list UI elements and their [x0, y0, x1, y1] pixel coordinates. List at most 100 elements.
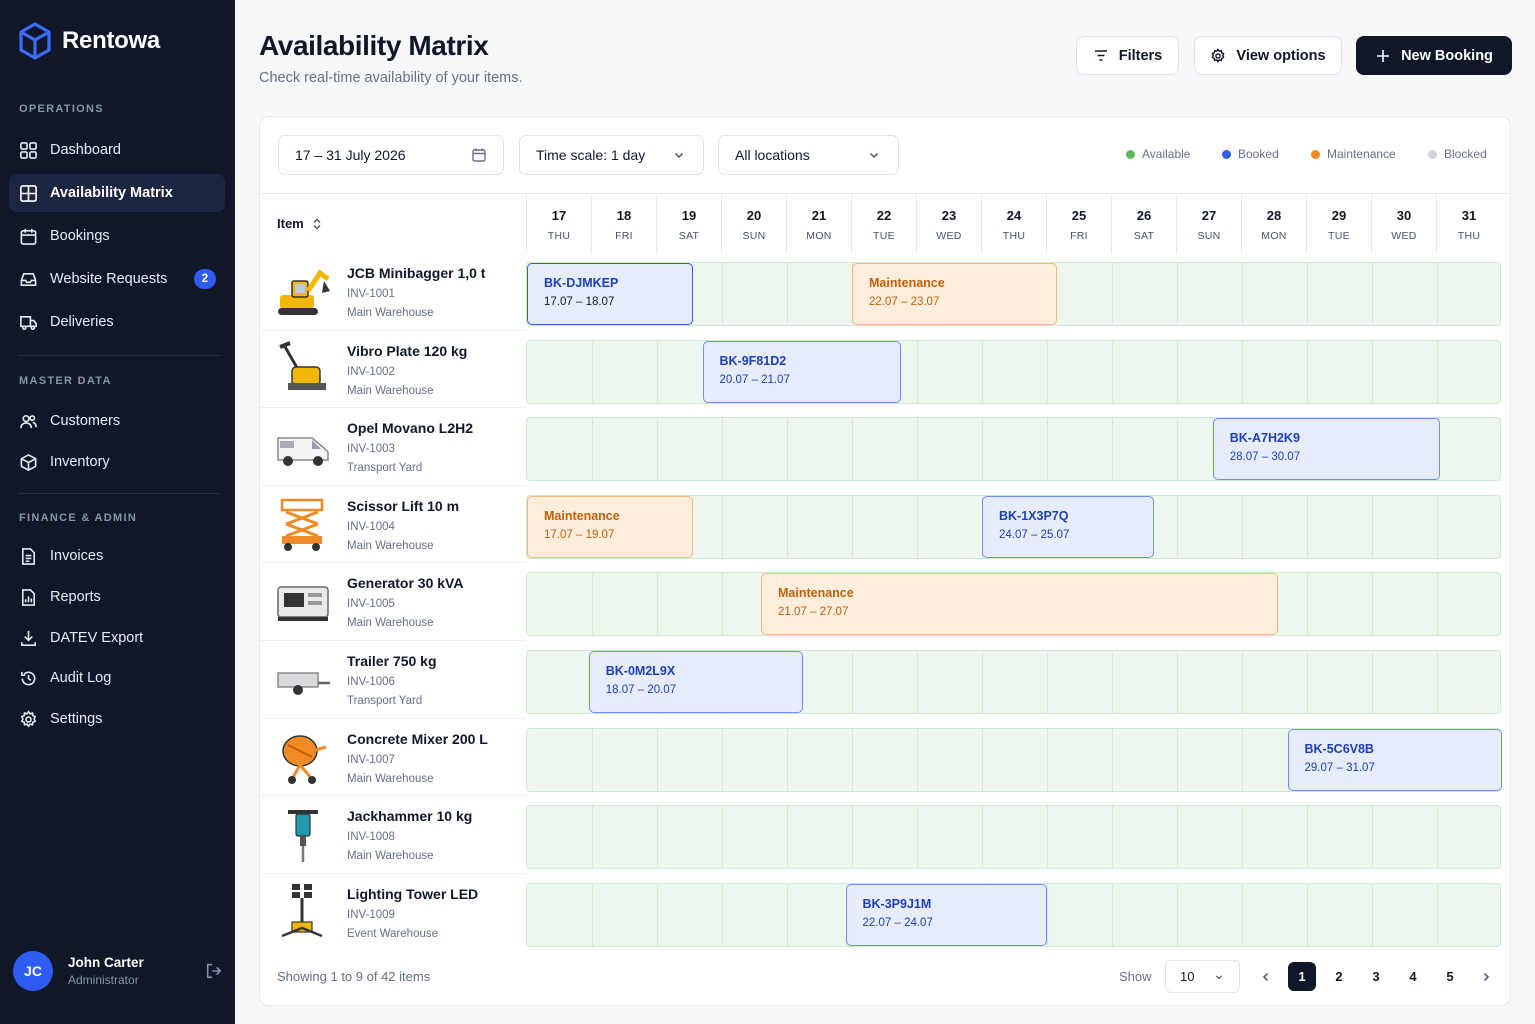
- sidebar-divider: [18, 355, 220, 356]
- item-inventory-number: INV-1001: [347, 288, 395, 300]
- day-gridline: [787, 806, 788, 869]
- bar-dates: 29.07 – 31.07: [1304, 761, 1375, 774]
- page-button-4[interactable]: 4: [1409, 969, 1417, 984]
- page-subtitle: Check real-time availability of your ite…: [259, 70, 523, 86]
- date-range-picker[interactable]: 17 – 31 July 2026: [278, 135, 504, 175]
- sidebar-divider: [18, 493, 220, 494]
- page-size-label: Show: [1119, 969, 1152, 984]
- bar-title: BK-3P9J1M: [862, 896, 932, 911]
- filters-button[interactable]: Filters: [1076, 36, 1179, 75]
- availability-lane[interactable]: BK-0M2L9X 18.07 – 20.07: [526, 650, 1501, 714]
- sidebar-item-settings[interactable]: Settings: [9, 700, 225, 738]
- maintenance-bar[interactable]: Maintenance 22.07 – 23.07: [852, 263, 1057, 325]
- item-row[interactable]: Concrete Mixer 200 L INV-1007 Main Warehou…: [274, 719, 524, 795]
- availability-lane[interactable]: [526, 805, 1501, 870]
- booking-bar[interactable]: BK-3P9J1M 22.07 – 24.07: [845, 883, 1047, 946]
- time-scale-select[interactable]: Time scale: 1 day: [519, 135, 704, 175]
- day-gridline: [917, 340, 918, 403]
- booking-bar[interactable]: BK-1X3P7Q 24.07 – 25.07: [982, 495, 1155, 558]
- bar-title: Maintenance: [544, 508, 620, 523]
- booking-bar[interactable]: BK-0M2L9X 18.07 – 20.07: [588, 651, 804, 713]
- bar-dates: 22.07 – 23.07: [869, 296, 940, 308]
- booking-bar[interactable]: BK-9F81D2 20.07 – 21.07: [702, 340, 901, 403]
- availability-lane[interactable]: BK-9F81D2 20.07 – 21.07: [526, 339, 1501, 404]
- day-gridline: [787, 728, 788, 791]
- day-gridline: [592, 418, 593, 481]
- sidebar-item-availability-matrix[interactable]: Availability Matrix: [9, 174, 225, 212]
- item-row[interactable]: Scissor Lift 10 m INV-1004 Main Warehouse: [274, 486, 524, 562]
- day-gridline: [722, 263, 723, 325]
- item-row[interactable]: Jackhammer 10 kg INV-1008 Main Warehouse: [274, 796, 524, 872]
- prev-page-button[interactable]: [1252, 962, 1280, 991]
- booking-bar[interactable]: BK-DJMKEP 17.07 – 18.07: [527, 263, 693, 325]
- item-header-label: Item: [277, 216, 304, 231]
- sidebar-item-website-requests[interactable]: Website Requests 2: [9, 260, 225, 298]
- maintenance-bar[interactable]: Maintenance 17.07 – 19.07: [527, 495, 693, 558]
- sidebar-item-inventory[interactable]: Inventory: [9, 443, 225, 481]
- sidebar-item-dashboard[interactable]: Dashboard: [9, 131, 225, 169]
- item-row[interactable]: Lighting Tower LED INV-1009 Event Warehous…: [274, 874, 524, 950]
- day-gridline: [1112, 883, 1113, 946]
- brand[interactable]: Rentowa: [18, 22, 160, 60]
- new-booking-button[interactable]: New Booking: [1356, 36, 1512, 75]
- sidebar-item-invoices[interactable]: Invoices: [9, 537, 225, 575]
- booking-bar[interactable]: BK-A7H2K9 28.07 – 30.07: [1212, 418, 1441, 481]
- day-gridline: [657, 573, 658, 636]
- day-gridline: [982, 728, 983, 791]
- sidebar-item-audit-log[interactable]: Audit Log: [9, 659, 225, 697]
- item-column-header[interactable]: Item: [277, 216, 322, 231]
- day-column-header: 17 THU: [526, 193, 591, 253]
- day-column-header: 26 SAT: [1111, 193, 1176, 253]
- sidebar-item-label: Settings: [50, 711, 103, 727]
- day-gridline: [1437, 495, 1438, 558]
- item-row[interactable]: Vibro Plate 120 kg INV-1002 Main Warehouse: [274, 331, 524, 407]
- item-row[interactable]: Opel Movano L2H2 INV-1003 Transport Yard: [274, 408, 524, 484]
- day-column-header: 24 THU: [981, 193, 1046, 253]
- weekday-label: WED: [1391, 230, 1417, 242]
- day-column-header: 21 MON: [786, 193, 851, 253]
- maintenance-bar[interactable]: Maintenance 21.07 – 27.07: [761, 573, 1278, 636]
- item-row[interactable]: Trailer 750 kg INV-1006 Transport Yard: [274, 641, 524, 717]
- page-button-1[interactable]: 1: [1288, 962, 1316, 991]
- page-button-2[interactable]: 2: [1335, 969, 1343, 984]
- item-row[interactable]: Generator 30 kVA INV-1005 Main Warehouse: [274, 563, 524, 639]
- availability-lane[interactable]: Maintenance 21.07 – 27.07: [526, 572, 1501, 637]
- history-icon: [21, 671, 36, 685]
- booking-bar[interactable]: BK-5C6V8B 29.07 – 31.07: [1287, 728, 1502, 791]
- row-divider: [260, 795, 526, 797]
- day-gridline: [592, 728, 593, 791]
- sidebar-item-reports[interactable]: Reports: [9, 578, 225, 616]
- sidebar-item-deliveries[interactable]: Deliveries: [9, 303, 225, 341]
- bar-title: BK-DJMKEP: [544, 276, 619, 290]
- availability-lane[interactable]: BK-A7H2K9 28.07 – 30.07: [526, 417, 1501, 482]
- next-page-button[interactable]: [1472, 962, 1500, 991]
- legend-blocked: Blocked: [1428, 147, 1487, 161]
- day-column-header: 28 MON: [1241, 193, 1306, 253]
- availability-lane[interactable]: Maintenance 17.07 – 19.07 BK-1X3P7Q 24.07 –…: [526, 494, 1501, 559]
- user-profile[interactable]: JC John Carter Administrator: [13, 951, 223, 991]
- item-inventory-number: INV-1006: [347, 676, 395, 688]
- item-location: Transport Yard: [347, 462, 423, 475]
- item-name: Scissor Lift 10 m: [347, 497, 460, 514]
- page-size-select[interactable]: 10: [1165, 960, 1240, 993]
- day-gridline: [1437, 573, 1438, 636]
- page-button-3[interactable]: 3: [1372, 969, 1380, 984]
- day-gridline: [1372, 806, 1373, 869]
- view-options-button[interactable]: View options: [1194, 36, 1342, 75]
- item-row[interactable]: JCB Minibagger 1,0 t INV-1001 Main Warehou…: [274, 253, 524, 329]
- availability-lane[interactable]: BK-3P9J1M 22.07 – 24.07: [526, 882, 1501, 947]
- sidebar-item-customers[interactable]: Customers: [9, 402, 225, 440]
- sidebar-item-bookings[interactable]: Bookings: [9, 217, 225, 255]
- page-button-5[interactable]: 5: [1446, 969, 1454, 984]
- day-gridline: [1242, 495, 1243, 558]
- locations-select[interactable]: All locations: [718, 135, 899, 175]
- availability-lane[interactable]: BK-DJMKEP 17.07 – 18.07 Maintenance 22.07 –…: [526, 262, 1501, 326]
- day-number: 27: [1201, 208, 1217, 223]
- sidebar-item-datev-export[interactable]: DATEV Export: [9, 619, 225, 657]
- availability-lane[interactable]: BK-5C6V8B 29.07 – 31.07: [526, 727, 1502, 792]
- bar-title: BK-9F81D2: [719, 353, 787, 368]
- logout-icon[interactable]: [205, 962, 223, 980]
- day-gridline: [1112, 263, 1113, 325]
- mixer-icon: [274, 727, 332, 787]
- item-inventory-number: INV-1008: [347, 831, 395, 844]
